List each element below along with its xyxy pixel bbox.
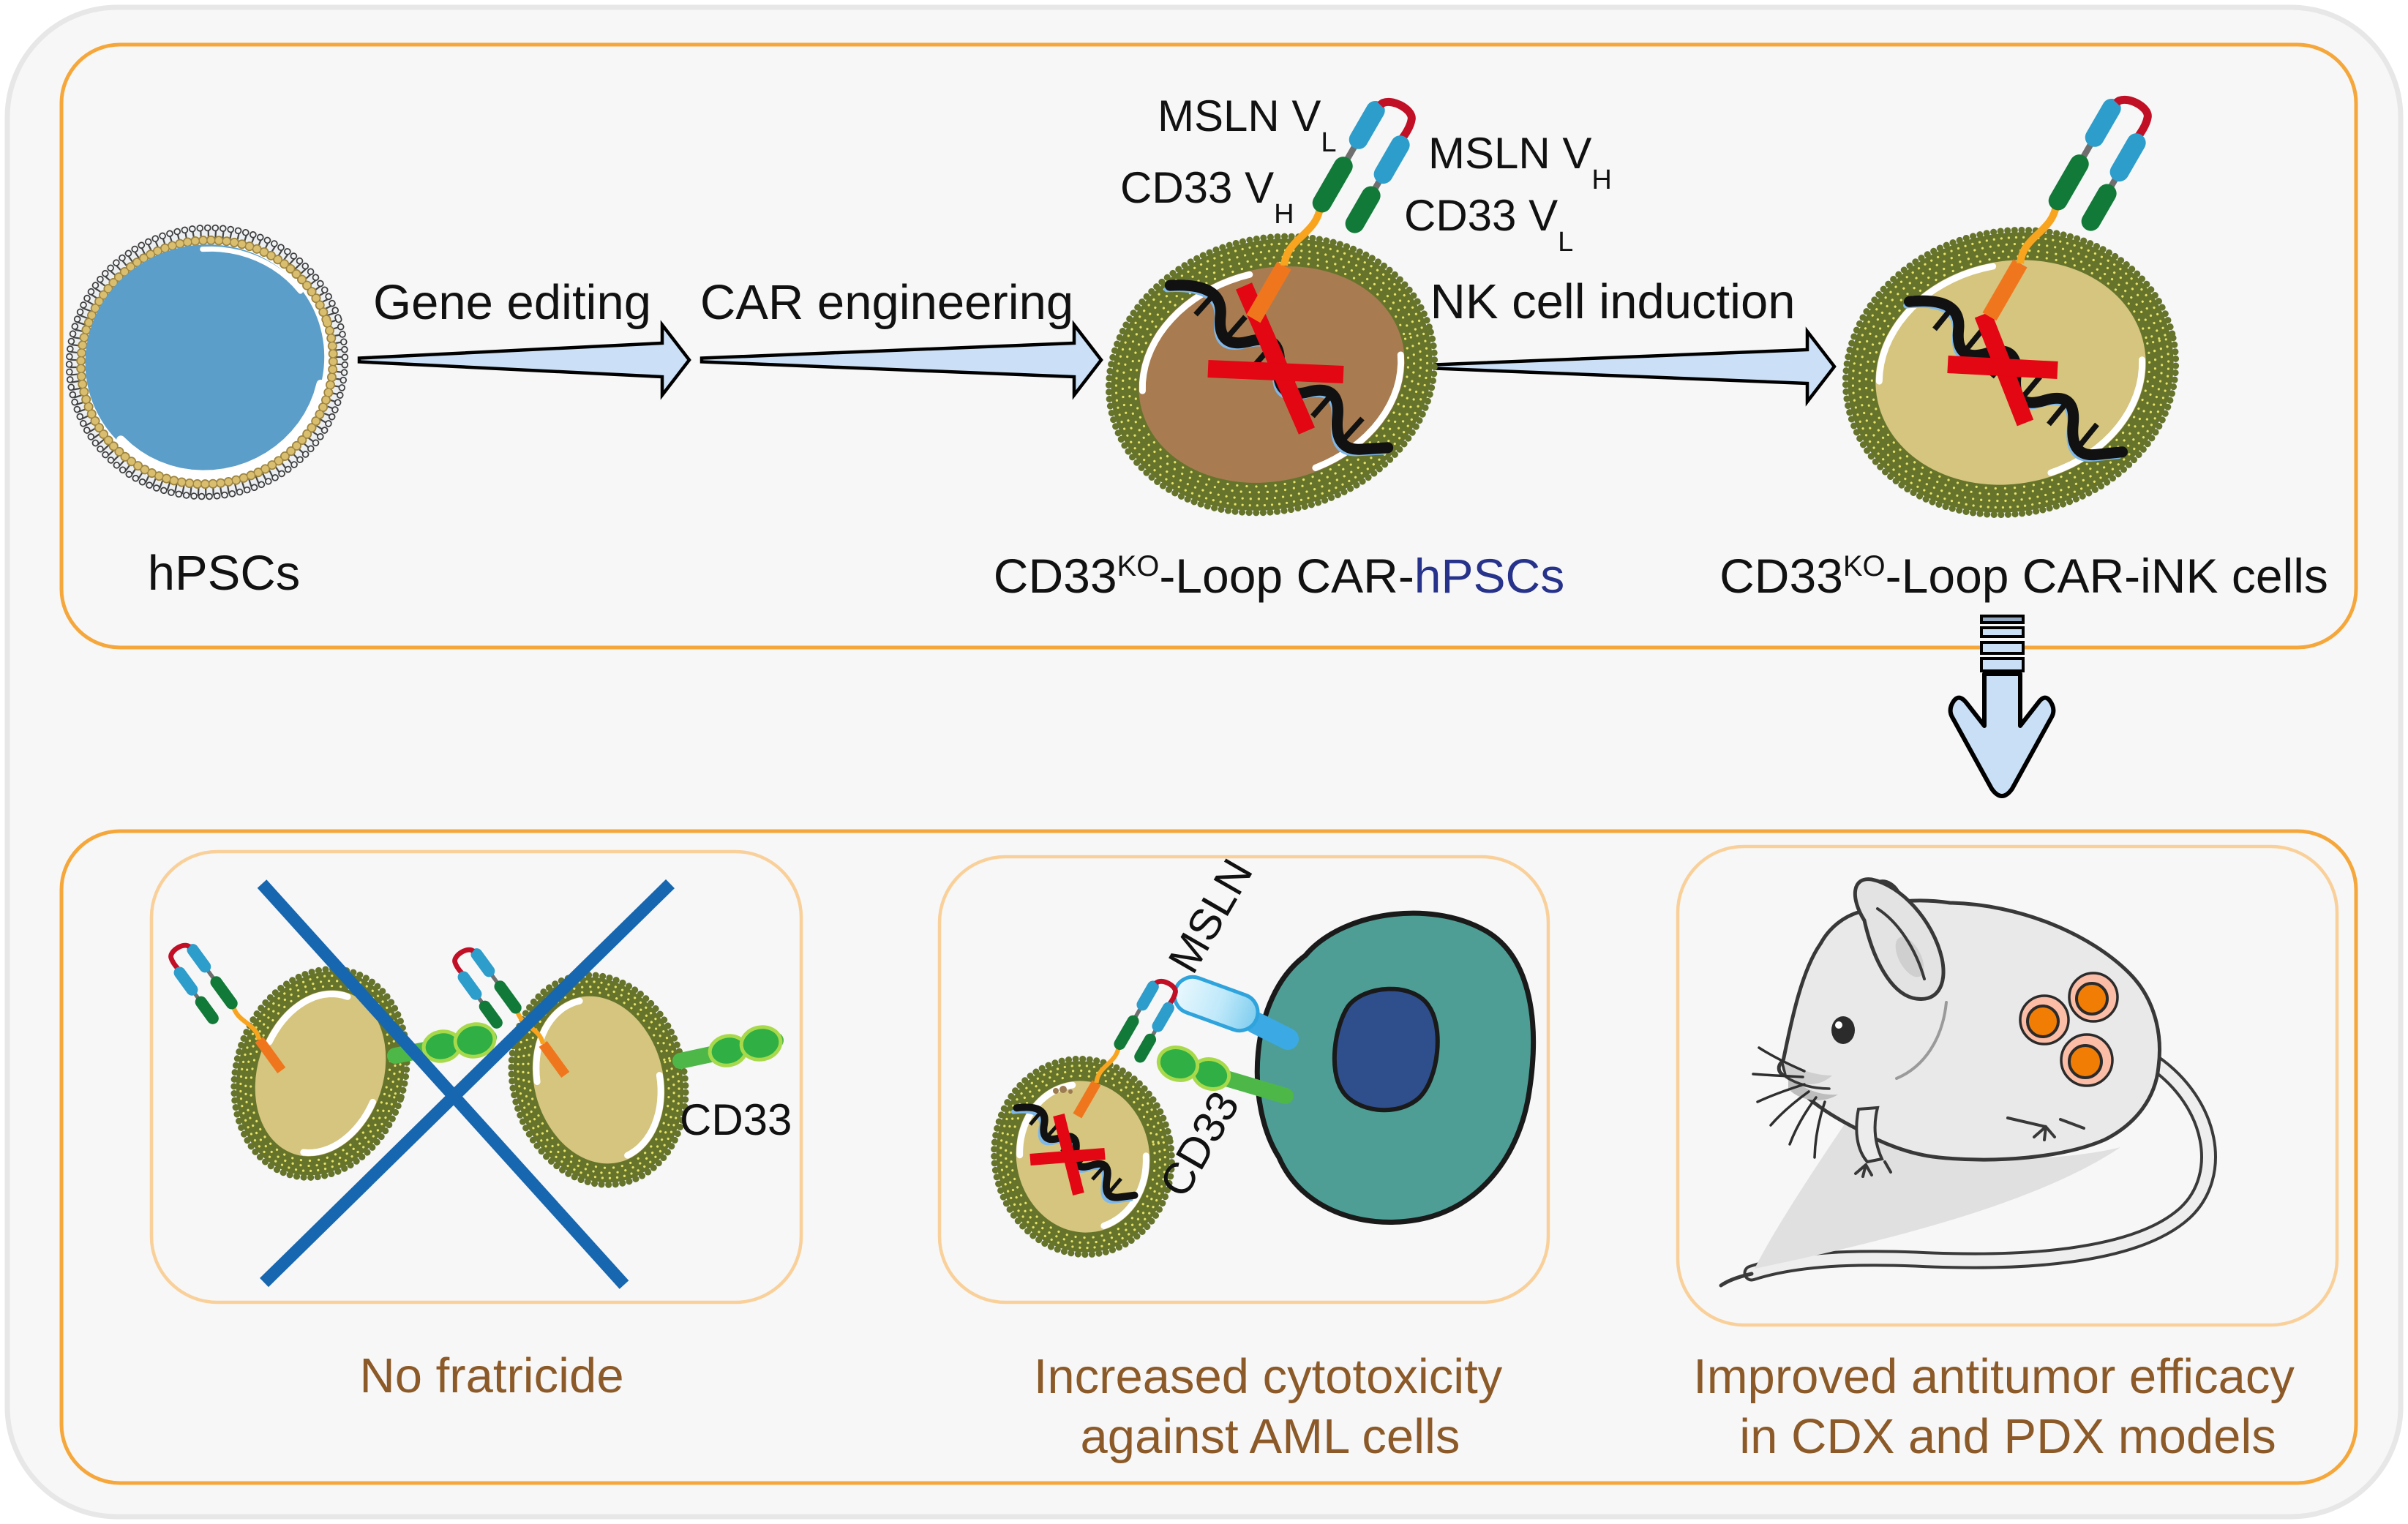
svg-text:hPSCs: hPSCs [148,546,301,601]
svg-text:against AML cells: against AML cells [1081,1409,1460,1464]
svg-text:CD33KO-Loop CAR-iNK cells: CD33KO-Loop CAR-iNK cells [1719,549,2328,603]
svg-text:No fratricide: No fratricide [359,1348,623,1403]
svg-text:NK cell induction: NK cell induction [1430,274,1795,329]
svg-text:CD33KO-Loop CAR-hPSCs: CD33KO-Loop CAR-hPSCs [994,549,1564,603]
svg-text:Gene editing: Gene editing [373,275,651,330]
svg-text:Increased cytotoxicity: Increased cytotoxicity [1034,1349,1503,1404]
svg-text:in CDX and PDX models: in CDX and PDX models [1739,1409,2276,1464]
svg-text:Improved antitumor efficacy: Improved antitumor efficacy [1693,1349,2295,1404]
svg-text:CAR engineering: CAR engineering [700,275,1073,330]
svg-text:CD33: CD33 [680,1095,792,1144]
